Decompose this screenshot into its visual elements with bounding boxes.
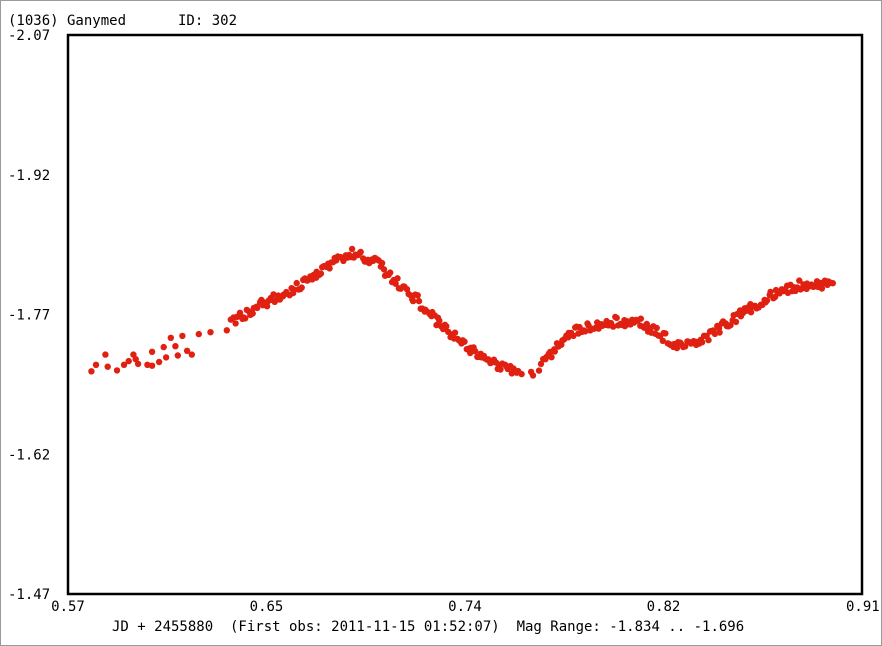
data-point (705, 336, 712, 344)
data-point (113, 367, 121, 374)
data-point (254, 304, 261, 312)
data-point (236, 309, 244, 316)
data-point (392, 280, 399, 287)
data-point (263, 303, 271, 310)
data-point (415, 297, 423, 305)
data-point (148, 348, 156, 355)
data-point (348, 245, 356, 253)
data-point (403, 286, 411, 293)
data-point (461, 338, 468, 345)
data-point (443, 323, 450, 330)
data-point (673, 344, 681, 352)
data-point (160, 343, 167, 351)
data-point (223, 327, 230, 334)
data-point (132, 356, 139, 363)
data-point (134, 360, 142, 368)
data-point (682, 343, 689, 350)
data-point (378, 259, 386, 267)
data-point (763, 297, 771, 304)
data-point (727, 322, 734, 329)
data-point (290, 286, 298, 293)
data-point (610, 323, 617, 330)
plot-area (66, 33, 864, 596)
data-point (92, 361, 100, 368)
data-point (387, 269, 394, 276)
data-point (104, 363, 111, 370)
data-point (529, 372, 537, 379)
data-point (653, 324, 660, 332)
data-point (120, 361, 128, 368)
y-tick-label: -1.77 (8, 308, 50, 324)
data-point (535, 367, 543, 374)
data-point (174, 352, 181, 359)
data-point (188, 351, 195, 358)
data-point (637, 315, 644, 322)
x-tick-label: 0.65 (250, 599, 284, 615)
data-point (414, 292, 421, 299)
data-point (232, 320, 239, 327)
data-point (394, 275, 401, 282)
data-point (436, 317, 443, 324)
data-point (497, 366, 504, 373)
data-point (551, 348, 558, 355)
data-point (767, 288, 774, 296)
footer-caption: JD + 2455880 (First obs: 2011-11-15 01:5… (112, 619, 744, 635)
data-point (537, 360, 545, 368)
data-point (167, 334, 174, 341)
data-point (716, 329, 723, 336)
y-tick-label: -2.07 (8, 28, 50, 44)
data-point (829, 280, 836, 287)
x-tick-labels: 0.57 0.65 0.74 0.82 0.91 (51, 599, 880, 615)
data-point (747, 309, 755, 316)
object-id: ID: 302 (178, 13, 237, 29)
x-tick-label: 0.82 (647, 599, 681, 615)
data-point (317, 270, 325, 277)
x-tick-label: 0.57 (51, 599, 85, 615)
data-point (518, 370, 525, 378)
data-point (796, 277, 803, 284)
data-point (298, 284, 305, 291)
data-point (472, 348, 479, 355)
data-point (467, 349, 474, 357)
data-point (179, 332, 186, 340)
data-point (698, 339, 706, 346)
data-point (662, 330, 669, 337)
data-points (88, 245, 836, 379)
data-point (357, 248, 364, 256)
data-point (659, 337, 666, 344)
data-point (242, 315, 249, 322)
data-point (249, 310, 256, 317)
data-point (195, 330, 202, 338)
data-point (148, 362, 156, 369)
data-point (451, 329, 459, 336)
data-point (172, 343, 179, 350)
data-point (207, 329, 214, 336)
y-tick-label: -1.92 (8, 168, 50, 184)
data-point (613, 314, 620, 322)
y-tick-labels: -2.07 -1.92 -1.77 -1.62 -1.47 (8, 28, 50, 603)
y-tick-label: -1.47 (8, 587, 50, 603)
data-point (380, 266, 388, 273)
object-name: (1036) Ganymed (8, 13, 126, 29)
data-point (548, 354, 555, 361)
data-point (155, 358, 163, 366)
data-point (293, 279, 300, 287)
data-point (409, 297, 417, 305)
data-point (102, 351, 109, 358)
x-tick-label: 0.91 (846, 599, 880, 615)
x-tick-label: 0.74 (448, 599, 482, 615)
data-point (125, 357, 132, 365)
data-point (88, 368, 95, 375)
data-point (582, 328, 589, 335)
data-point (162, 354, 170, 361)
y-tick-label: -1.62 (8, 447, 50, 463)
data-point (270, 291, 277, 298)
data-point (326, 265, 333, 272)
data-point (570, 332, 577, 339)
data-point (183, 347, 191, 354)
data-point (732, 318, 740, 326)
